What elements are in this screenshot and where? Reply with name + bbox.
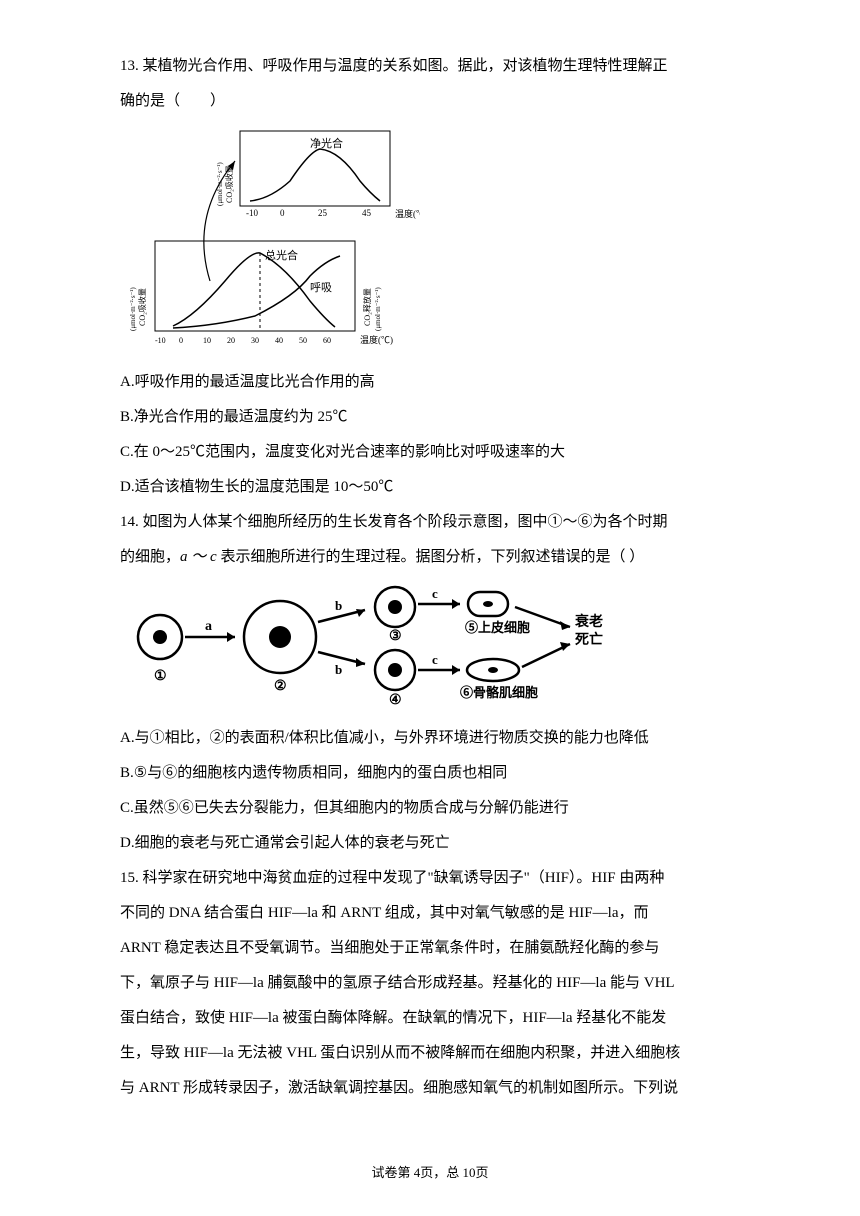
c4: ④ xyxy=(389,693,402,708)
bx0: -10 xyxy=(155,336,166,345)
lb2: b xyxy=(335,662,342,677)
svg-text:(μmol·m⁻²·s⁻¹): (μmol·m⁻²·s⁻¹) xyxy=(374,287,382,331)
q14-text1: 如图为人体某个细胞所经历的生长发育各个阶段示意图，图中①～⑥为各个时期 xyxy=(143,514,668,530)
q13-optD: D.适合该植物生长的温度范围是 10～50℃ xyxy=(120,471,740,504)
q14-optC: C.虽然⑤⑥已失去分裂能力，但其细胞内的物质合成与分解仍能进行 xyxy=(120,792,740,825)
bx3: 20 xyxy=(227,336,235,345)
lb1: b xyxy=(335,598,342,613)
bx1: 0 xyxy=(179,336,183,345)
q13-figure: 净光合 -10 0 25 45 温度(℃) CO₂吸收量 (μmol·m⁻²·s… xyxy=(120,126,740,356)
c2: ② xyxy=(274,679,287,694)
q15-line2: 不同的 DNA 结合蛋白 HIF—la 和 ARNT 组成，其中对氧气敏感的是 … xyxy=(120,897,740,930)
q15-line7: 与 ARNT 形成转录因子，激活缺氧调控基因。细胞感知氧气的机制如图所示。下列说 xyxy=(120,1072,740,1105)
bl1: 总光合 xyxy=(265,248,298,262)
svg-text:CO₂释放量: CO₂释放量 xyxy=(362,288,372,326)
c1: ① xyxy=(154,669,167,684)
la: a xyxy=(205,619,212,634)
xtick-t1: 0 xyxy=(280,208,285,218)
q15-line3: ARNT 稳定表达且不受氧调节。当细胞处于正常氧条件时，在脯氨酰羟化酶的参与 xyxy=(120,932,740,965)
q15-t1: 科学家在研究地中海贫血症的过程中发现了"缺氧诱导因子"（HIF）。HIF 由两种 xyxy=(143,870,665,886)
lc2: c xyxy=(432,652,438,667)
q14-figure: ① a ② b b ③ ④ c c ⑤上皮细胞 xyxy=(120,582,740,712)
xtick-t3: 45 xyxy=(362,208,372,218)
q14-optB: B.⑤与⑥的细胞核内遗传物质相同，细胞内的蛋白质也相同 xyxy=(120,757,740,790)
svg-text:(μmol·m⁻²·s⁻¹): (μmol·m⁻²·s⁻¹) xyxy=(129,287,137,331)
q15-line4: 下，氧原子与 HIF—la 脯氨酸中的氢原子结合形成羟基。羟基化的 HIF—la… xyxy=(120,967,740,1000)
q14-optA: A.与①相比，②的表面积/体积比值减小，与外界环境进行物质交换的能力也降低 xyxy=(120,722,740,755)
q13-optC: C.在 0～25℃范围内，温度变化对光合速率的影响比对呼吸速率的大 xyxy=(120,436,740,469)
bx4: 30 xyxy=(251,336,259,345)
bx2: 10 xyxy=(203,336,211,345)
q14-stem-line1: 14. 如图为人体某个细胞所经历的生长发育各个阶段示意图，图中①～⑥为各个时期 xyxy=(120,506,740,539)
svg-text:CO₂吸收量: CO₂吸收量 xyxy=(137,288,147,326)
bx7: 60 xyxy=(323,336,331,345)
bl2: 呼吸 xyxy=(310,281,332,294)
q13-number: 13. xyxy=(120,58,139,74)
c3: ③ xyxy=(389,629,402,644)
page-footer: 试卷第 4页，总 10页 xyxy=(0,1159,860,1188)
end1: 衰老 xyxy=(574,613,603,630)
q15-line1: 15. 科学家在研究地中海贫血症的过程中发现了"缺氧诱导因子"（HIF）。HIF… xyxy=(120,862,740,895)
svg-text:温度(℃): 温度(℃) xyxy=(360,334,393,345)
q13-optB: B.净光合作用的最适温度约为 25℃ xyxy=(120,401,740,434)
q14-text2b: 表示细胞所进行的生理过程。据图分析，下列叙述错误的是（ ） xyxy=(217,549,645,565)
q14-range: a ～ c xyxy=(180,549,217,565)
end2: 死亡 xyxy=(574,631,603,648)
bx5: 40 xyxy=(275,336,283,345)
q13-optA: A.呼吸作用的最适温度比光合作用的高 xyxy=(120,366,740,399)
svg-text:温度(℃): 温度(℃) xyxy=(395,208,420,219)
lc1: c xyxy=(432,586,438,601)
bx6: 50 xyxy=(299,336,307,345)
q15-line6: 生，导致 HIF—la 无法被 VHL 蛋白识别从而不被降解而在细胞内积聚，并进… xyxy=(120,1037,740,1070)
q15-number: 15. xyxy=(120,870,139,886)
c5: ⑤上皮细胞 xyxy=(465,620,530,635)
q14-stem-line2: 的细胞，a ～ c 表示细胞所进行的生理过程。据图分析，下列叙述错误的是（ ） xyxy=(120,541,740,574)
q14-optD: D.细胞的衰老与死亡通常会引起人体的衰老与死亡 xyxy=(120,827,740,860)
svg-text:CO₂吸收量: CO₂吸收量 xyxy=(224,165,234,203)
q13-stem-line2: 确的是（ ） xyxy=(120,85,740,118)
q15-line5: 蛋白结合，致使 HIF—la 被蛋白酶体降解。在缺氧的情况下，HIF—la 羟基… xyxy=(120,1002,740,1035)
q13-text1: 某植物光合作用、呼吸作用与温度的关系如图。据此，对该植物生理特性理解正 xyxy=(143,58,668,74)
xtick-t0: -10 xyxy=(246,208,258,218)
q14-number: 14. xyxy=(120,514,139,530)
xtick-t2: 25 xyxy=(318,208,328,218)
q13-stem-line1: 13. 某植物光合作用、呼吸作用与温度的关系如图。据此，对该植物生理特性理解正 xyxy=(120,50,740,83)
q14-text2a: 的细胞， xyxy=(120,549,180,565)
top-label: 净光合 xyxy=(310,136,343,150)
c6: ⑥骨骼肌细胞 xyxy=(460,685,538,700)
